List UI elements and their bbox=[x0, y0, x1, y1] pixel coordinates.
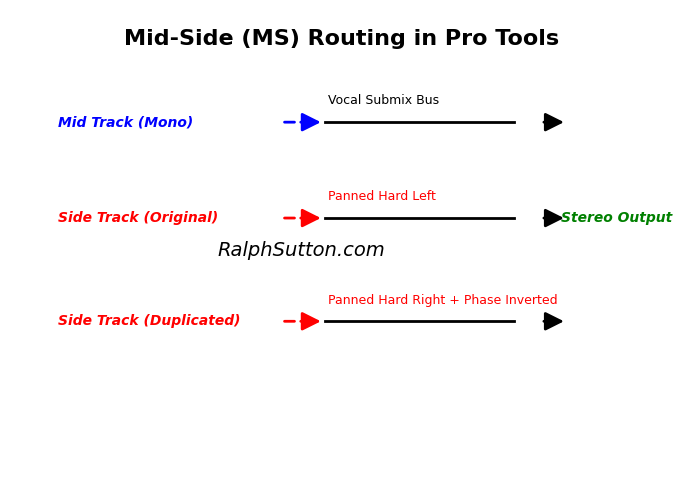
Text: Vocal Submix Bus: Vocal Submix Bus bbox=[328, 94, 440, 108]
Text: Mid-Side (MS) Routing in Pro Tools: Mid-Side (MS) Routing in Pro Tools bbox=[125, 28, 559, 48]
Text: Side Track (Duplicated): Side Track (Duplicated) bbox=[58, 314, 241, 328]
Text: Mid Track (Mono): Mid Track (Mono) bbox=[58, 115, 193, 129]
Text: Panned Hard Right + Phase Inverted: Panned Hard Right + Phase Inverted bbox=[328, 294, 558, 306]
Text: Side Track (Original): Side Track (Original) bbox=[58, 211, 218, 225]
Text: Panned Hard Left: Panned Hard Left bbox=[328, 190, 436, 203]
Text: RalphSutton.com: RalphSutton.com bbox=[218, 240, 385, 260]
Text: Stereo Output: Stereo Output bbox=[561, 211, 673, 225]
